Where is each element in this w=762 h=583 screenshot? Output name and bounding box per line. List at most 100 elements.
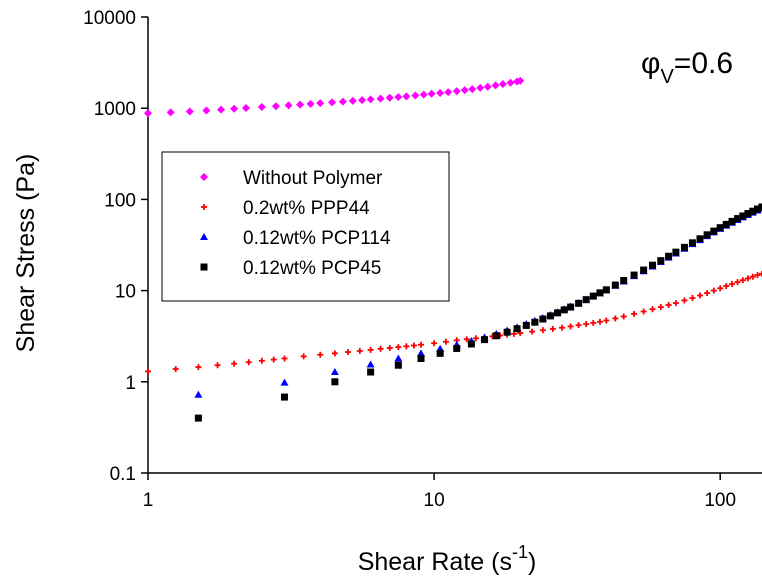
x-tick-label: 100 [704, 490, 736, 511]
data-point [523, 322, 530, 329]
data-point [550, 326, 556, 332]
data-point [717, 224, 724, 231]
data-point [194, 391, 202, 398]
data-point [590, 293, 597, 300]
data-point [681, 244, 688, 251]
data-point [281, 379, 289, 386]
data-point [453, 345, 460, 352]
legend: Without Polymer 0.2wt% PPP44 0.12wt% PCP11… [162, 152, 449, 301]
data-point [386, 94, 394, 102]
data-point [259, 358, 265, 364]
data-point [387, 345, 393, 351]
data-point [567, 304, 574, 311]
data-point [650, 306, 656, 312]
legend-label: 0.12wt% PCP114 [243, 228, 391, 249]
data-point [583, 321, 589, 327]
y-tick-label: 10000 [83, 8, 136, 29]
data-point [395, 344, 401, 350]
x-tick-label: 1 [143, 490, 154, 511]
data-point [367, 360, 375, 367]
data-point [402, 92, 410, 100]
data-point [317, 352, 323, 358]
data-point [620, 277, 627, 284]
data-point [704, 290, 710, 296]
phi-value: =0.6 [674, 47, 733, 80]
data-point [704, 231, 711, 238]
data-point [271, 357, 277, 363]
data-point [681, 297, 687, 303]
data-point [561, 306, 568, 313]
data-point [484, 83, 492, 91]
data-point [689, 239, 696, 246]
data-point [596, 289, 603, 296]
phi-subscript: V [660, 66, 674, 88]
data-point [281, 394, 288, 401]
data-point [493, 332, 500, 339]
y-tick-label: 10 [115, 282, 136, 303]
data-point [296, 101, 304, 109]
data-point [673, 300, 679, 306]
data-point [697, 292, 703, 298]
data-point [418, 355, 425, 362]
data-point [242, 104, 250, 112]
data-point [631, 272, 638, 279]
data-point [258, 103, 266, 111]
data-point [507, 79, 515, 87]
data-point [195, 364, 201, 370]
data-point [539, 316, 546, 323]
data-point [649, 262, 656, 269]
data-point [272, 102, 280, 110]
data-point [612, 282, 619, 289]
data-point [621, 314, 627, 320]
legend-marker [201, 264, 208, 271]
data-point [431, 340, 437, 346]
y-tick-label: 100 [104, 190, 136, 211]
data-point [428, 90, 436, 98]
data-point [403, 343, 409, 349]
data-point [710, 228, 717, 235]
data-point [529, 329, 535, 335]
data-point [568, 323, 574, 329]
data-point [603, 318, 609, 324]
data-point [711, 288, 717, 294]
data-point [217, 106, 225, 114]
data-point [301, 353, 307, 359]
x-axis-label-text: Shear Rate (s [358, 548, 512, 576]
data-point [368, 347, 374, 353]
phi-symbol: φ [641, 47, 660, 80]
data-point [282, 356, 288, 362]
data-point [332, 350, 338, 356]
data-point [230, 105, 238, 113]
data-point [307, 100, 315, 108]
data-point [590, 320, 596, 326]
data-point [540, 327, 546, 333]
data-point [514, 325, 521, 332]
data-point [658, 304, 664, 310]
data-point [453, 87, 461, 95]
data-point [195, 415, 202, 422]
data-point [339, 98, 347, 106]
data-point [144, 109, 152, 117]
data-point [357, 348, 363, 354]
data-point [468, 85, 476, 93]
data-point [723, 283, 729, 289]
data-point [377, 95, 385, 103]
phi-annotation: φV=0.6 [641, 47, 733, 88]
data-point [583, 296, 590, 303]
data-point [631, 311, 637, 317]
data-point [597, 319, 603, 325]
data-point [657, 257, 664, 264]
data-point [444, 88, 452, 96]
data-point [231, 361, 237, 367]
data-point [418, 342, 424, 348]
data-point [394, 355, 402, 362]
data-point [358, 96, 366, 104]
data-point [461, 86, 469, 94]
data-point [395, 362, 402, 369]
data-point [689, 295, 695, 301]
data-point [481, 336, 488, 343]
data-point [717, 285, 723, 291]
data-point [641, 308, 647, 314]
x-axis-label-end: ) [528, 548, 536, 576]
